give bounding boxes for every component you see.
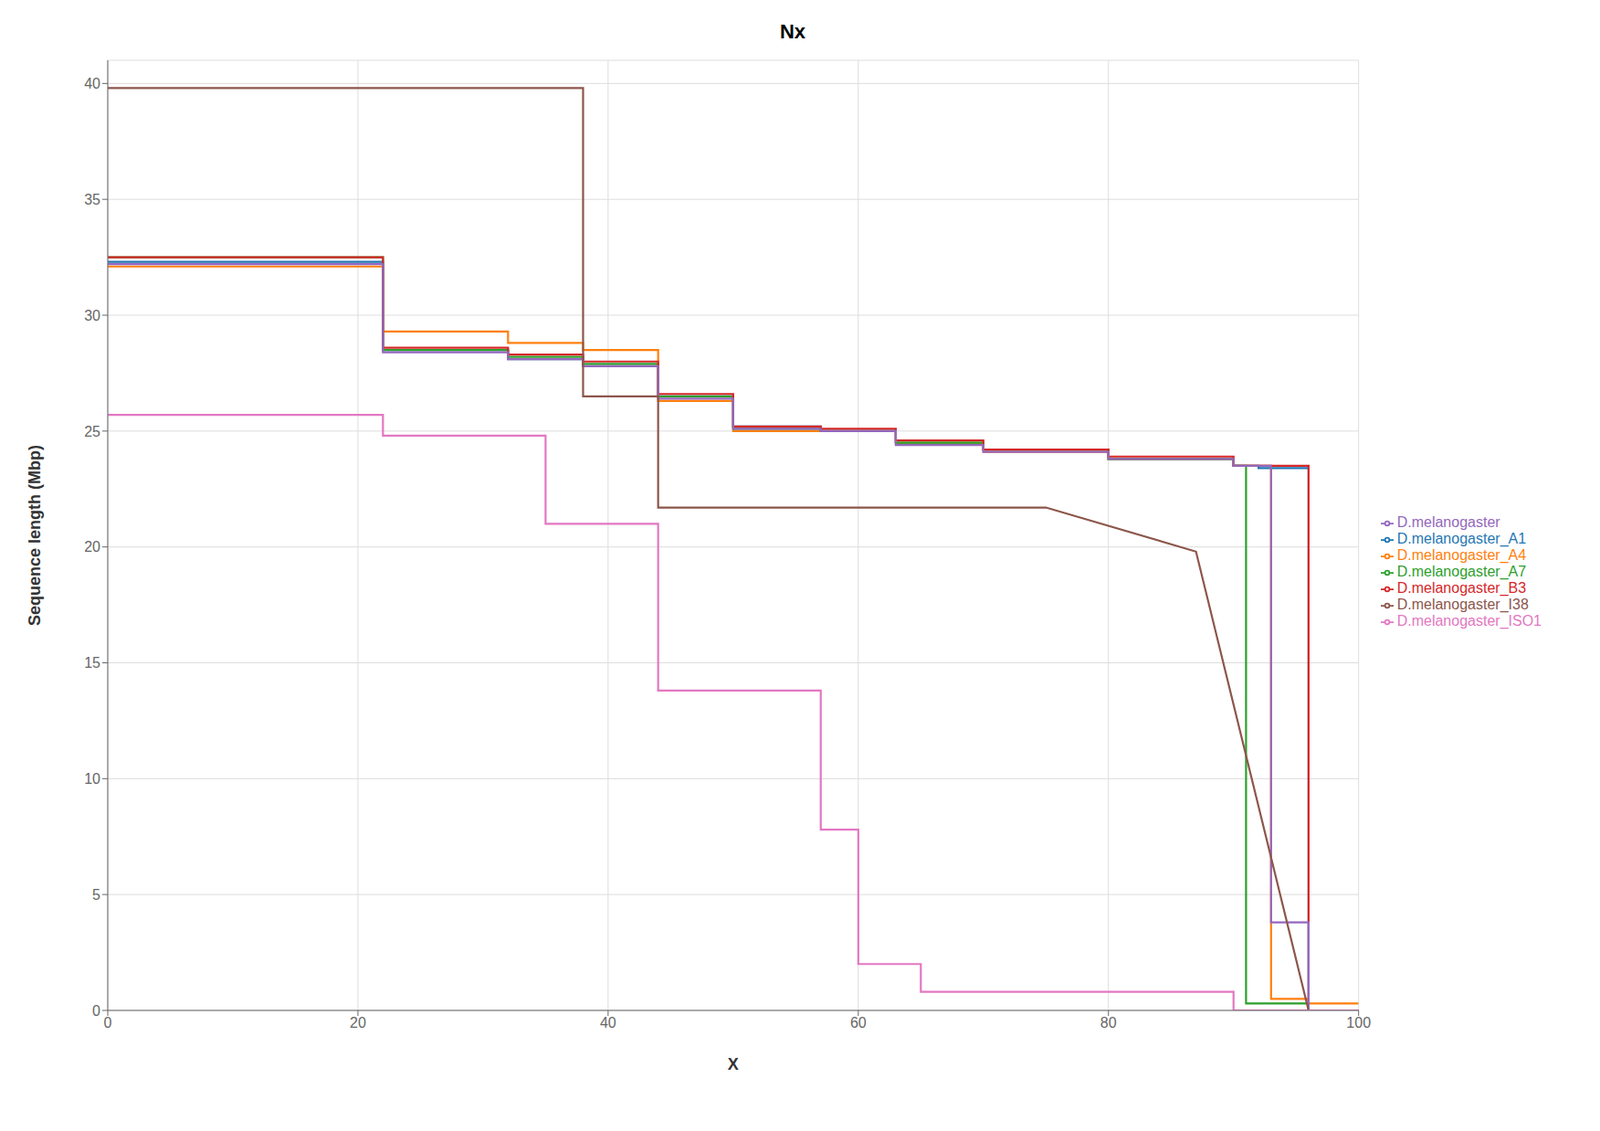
html-text:D.melanogaster_A4: D.melanogaster_A4	[1396, 547, 1527, 563]
html-text:D.melanogaster_I38: D.melanogaster_I38	[1396, 596, 1529, 612]
html-text:D.melanogaster_ISO1: D.melanogaster_ISO1	[1396, 612, 1542, 629]
svg-text:30: 30	[84, 307, 101, 324]
svg-text:10: 10	[84, 770, 101, 787]
svg-text:40: 40	[600, 1014, 617, 1031]
svg-text:25: 25	[84, 423, 101, 440]
svg-text:40: 40	[84, 75, 101, 92]
svg-text:Sequence length (Mbp): Sequence length (Mbp)	[25, 444, 44, 626]
svg-text:5: 5	[92, 886, 101, 903]
svg-text:20: 20	[84, 538, 101, 555]
svg-text:15: 15	[84, 654, 101, 671]
html-text:D.melanogaster: D.melanogaster	[1396, 514, 1501, 530]
svg-text:80: 80	[1100, 1014, 1117, 1031]
html-text:Nx: Nx	[779, 20, 806, 43]
svg-text:20: 20	[349, 1014, 367, 1031]
svg-text:X: X	[727, 1054, 739, 1074]
html-text:D.melanogaster_B3: D.melanogaster_B3	[1396, 579, 1527, 596]
svg-text:60: 60	[850, 1014, 867, 1031]
svg-text:100: 100	[1346, 1014, 1371, 1031]
svg-text:35: 35	[84, 191, 101, 208]
svg-text:0: 0	[104, 1014, 113, 1031]
html-text:D.melanogaster_A7: D.melanogaster_A7	[1396, 563, 1527, 579]
svg-text:0: 0	[92, 1002, 101, 1019]
html-text:D.melanogaster_A1: D.melanogaster_A1	[1396, 530, 1527, 547]
